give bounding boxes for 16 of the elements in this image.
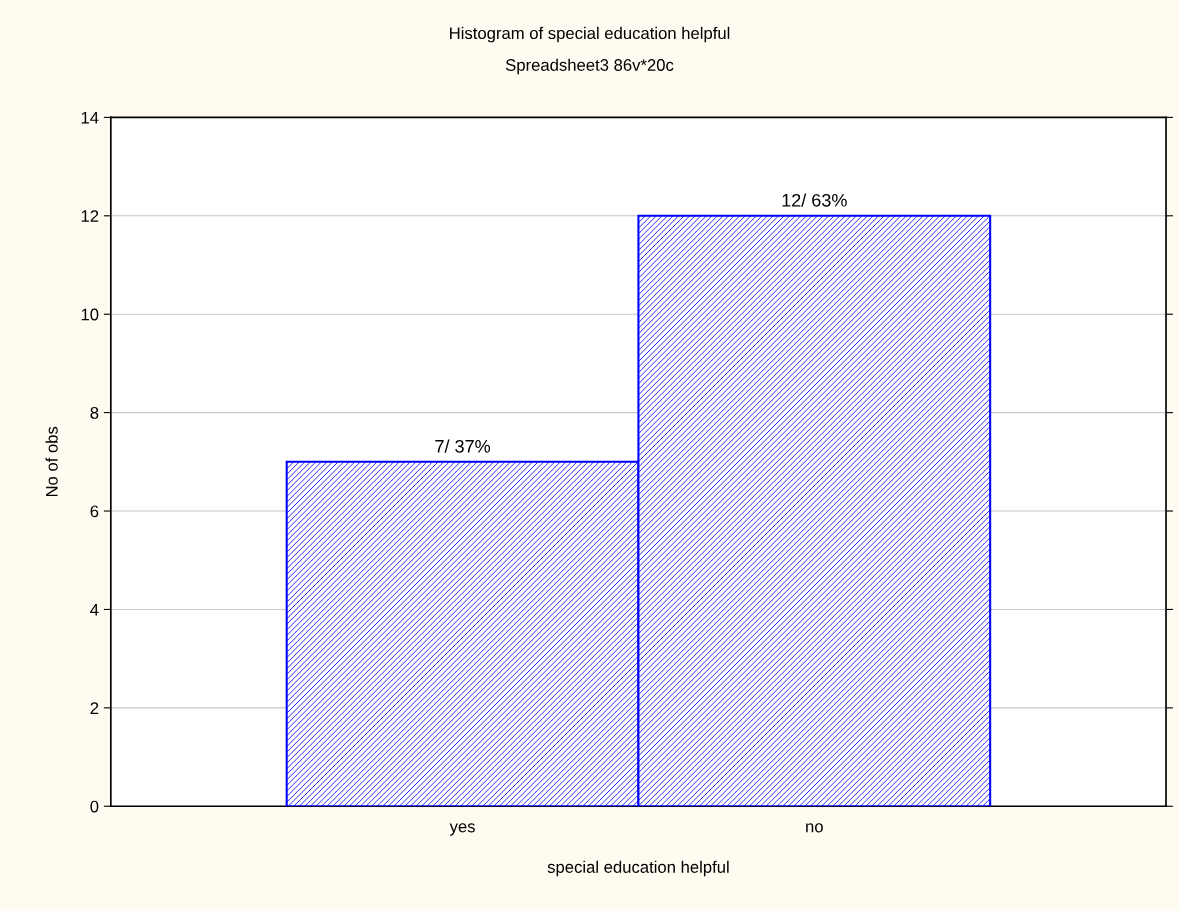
y-tick-label: 6 bbox=[90, 505, 99, 518]
y-tick-label: 4 bbox=[90, 604, 99, 616]
chart-title: Histogram of special education helpful bbox=[450, 26, 730, 43]
chart-subtitle: Spreadsheet3 86v*20c bbox=[505, 58, 674, 75]
y-tick-label: 8 bbox=[90, 407, 99, 419]
x-tick-label: no bbox=[806, 823, 823, 833]
data-label: 12/ 63% bbox=[782, 193, 847, 207]
x-tick-label: yes bbox=[449, 823, 475, 836]
y-tick-label: 10 bbox=[81, 308, 99, 321]
y-axis-title: No of obs bbox=[45, 426, 58, 497]
x-axis-title: special education helpful bbox=[547, 860, 729, 877]
y-tick-label: 0 bbox=[90, 800, 99, 813]
y-tick-label: 2 bbox=[90, 702, 99, 714]
y-tick-label: 12 bbox=[81, 210, 99, 222]
data-label: 7/ 37% bbox=[435, 439, 491, 453]
y-tick-label: 14 bbox=[81, 111, 99, 124]
